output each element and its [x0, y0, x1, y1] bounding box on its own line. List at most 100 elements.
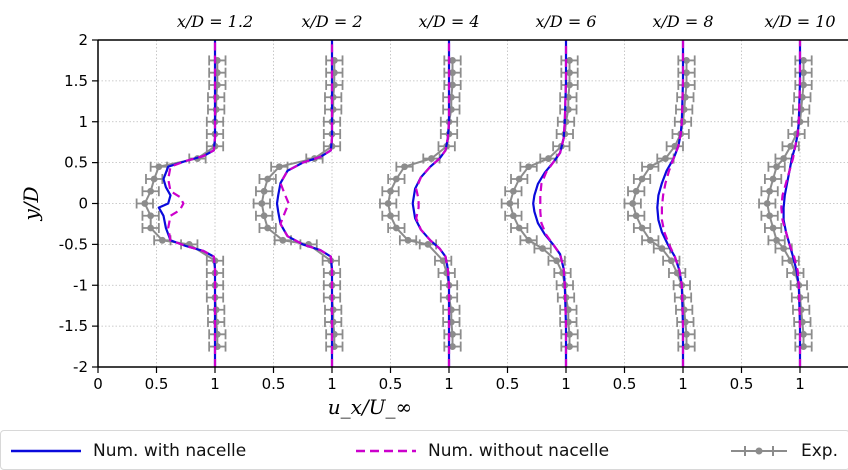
legend-swatch-exp: [731, 446, 787, 456]
exp-point: [264, 175, 272, 183]
exp-point: [449, 343, 456, 350]
y-tick-label: -1.5: [59, 317, 88, 335]
panel-1: x/D = 1.2: [135, 12, 253, 367]
exp-point: [763, 200, 771, 207]
panel-title: x/D = 8: [653, 12, 714, 31]
exp-point: [667, 257, 675, 265]
exp-point: [658, 245, 666, 252]
y-tick-label: 0: [78, 195, 88, 213]
exp-point: [387, 212, 394, 220]
exp-series: [135, 55, 227, 352]
panel-3: x/D = 4: [379, 12, 480, 367]
exp-point: [566, 330, 573, 338]
exp-point: [766, 187, 773, 195]
exp-point: [564, 106, 572, 113]
exp-point: [212, 106, 220, 113]
exp-point: [773, 163, 780, 171]
x-tick-label: 1: [210, 375, 220, 393]
panel-title: x/D = 2: [302, 12, 363, 31]
exp-point: [401, 163, 408, 171]
exp-point: [683, 330, 690, 338]
exp-point: [800, 343, 807, 350]
legend-item-exp: Exp.: [729, 439, 838, 463]
exp-point: [773, 236, 780, 244]
exp-point: [787, 257, 795, 265]
exp-point: [449, 57, 456, 64]
x-tick-label: 0.5: [379, 375, 403, 393]
x-tick-label: 1: [327, 375, 337, 393]
exp-point: [683, 57, 690, 64]
exp-point: [449, 330, 456, 338]
wake-profiles-chart: x/D = 1.2 x/D = 2 x/D = 4 x/D = 6 x/D = 8 x/D…: [19, 12, 848, 419]
line-without-nacelle: [780, 40, 802, 367]
y-tick-label: 1: [78, 113, 88, 131]
legend-label-with-nacelle: Num. with nacelle: [93, 441, 247, 461]
panel-6: x/D = 10: [758, 12, 836, 367]
exp-point: [260, 212, 268, 220]
exp-point: [800, 81, 807, 89]
exp-series: [623, 55, 696, 352]
line-without-nacelle: [279, 40, 334, 367]
exp-point: [424, 240, 432, 248]
exp-point: [766, 212, 773, 220]
exp-line: [143, 60, 219, 347]
exp-point: [525, 163, 532, 171]
panel-title: x/D = 1.2: [177, 12, 253, 31]
exp-point: [506, 200, 514, 207]
exp-point: [212, 93, 220, 101]
exp-series: [500, 55, 579, 352]
legend-item-without-nacelle: Num. without nacelle: [356, 439, 609, 463]
exp-point: [155, 163, 163, 171]
exp-point: [683, 81, 690, 89]
y-tick-label: 1.5: [64, 72, 88, 90]
x-tick-label: 0: [93, 375, 103, 393]
panel-5: x/D = 8: [623, 12, 714, 367]
exp-point: [769, 175, 777, 183]
y-tick-label: -1: [73, 276, 88, 294]
x-tick-label: 1: [678, 375, 688, 393]
legend-swatch-without-nacelle: [356, 449, 416, 453]
x-tick-label: 0.5: [730, 375, 754, 393]
legend-item-with-nacelle: Num. with nacelle: [11, 439, 246, 463]
exp-point: [147, 187, 155, 195]
panel-title: x/D = 10: [764, 12, 835, 31]
exp-point: [566, 343, 573, 350]
legend-swatch-with-nacelle: [11, 449, 81, 453]
line-without-nacelle: [167, 40, 217, 367]
exp-point: [769, 224, 777, 232]
exp-point: [632, 187, 640, 195]
y-tick-label: 0.5: [64, 154, 88, 172]
exp-point: [800, 69, 807, 77]
exp-point: [158, 236, 166, 244]
x-tick-label: 0.5: [613, 375, 637, 393]
exp-point: [329, 306, 337, 314]
exp-point: [141, 200, 149, 207]
exp-point: [329, 106, 337, 113]
exp-point: [329, 318, 337, 326]
line-without-nacelle: [415, 40, 451, 367]
exp-point: [566, 57, 573, 64]
y-tick-label: -2: [73, 358, 88, 376]
legend-label-exp: Exp.: [801, 441, 838, 461]
exp-point: [509, 187, 517, 195]
exp-point: [539, 245, 546, 252]
exp-point: [646, 236, 654, 244]
exp-point: [387, 187, 394, 195]
exp-point: [515, 224, 523, 232]
legend-label-without-nacelle: Num. without nacelle: [428, 441, 610, 461]
legend: Num. with nacelle Num. without nacelle E…: [0, 430, 848, 470]
exp-point: [260, 187, 268, 195]
exp-point: [275, 163, 283, 171]
exp-point: [787, 142, 795, 150]
exp-point: [449, 81, 456, 89]
exp-point: [147, 224, 155, 232]
exp-point: [329, 93, 337, 101]
x-tick-label: 0.5: [145, 375, 169, 393]
exp-point: [662, 155, 669, 162]
exp-point: [553, 257, 561, 265]
exp-point: [646, 163, 654, 171]
exp-point: [384, 200, 392, 207]
exp-point: [629, 200, 637, 207]
exp-point: [449, 69, 456, 77]
exp-point: [258, 200, 266, 207]
